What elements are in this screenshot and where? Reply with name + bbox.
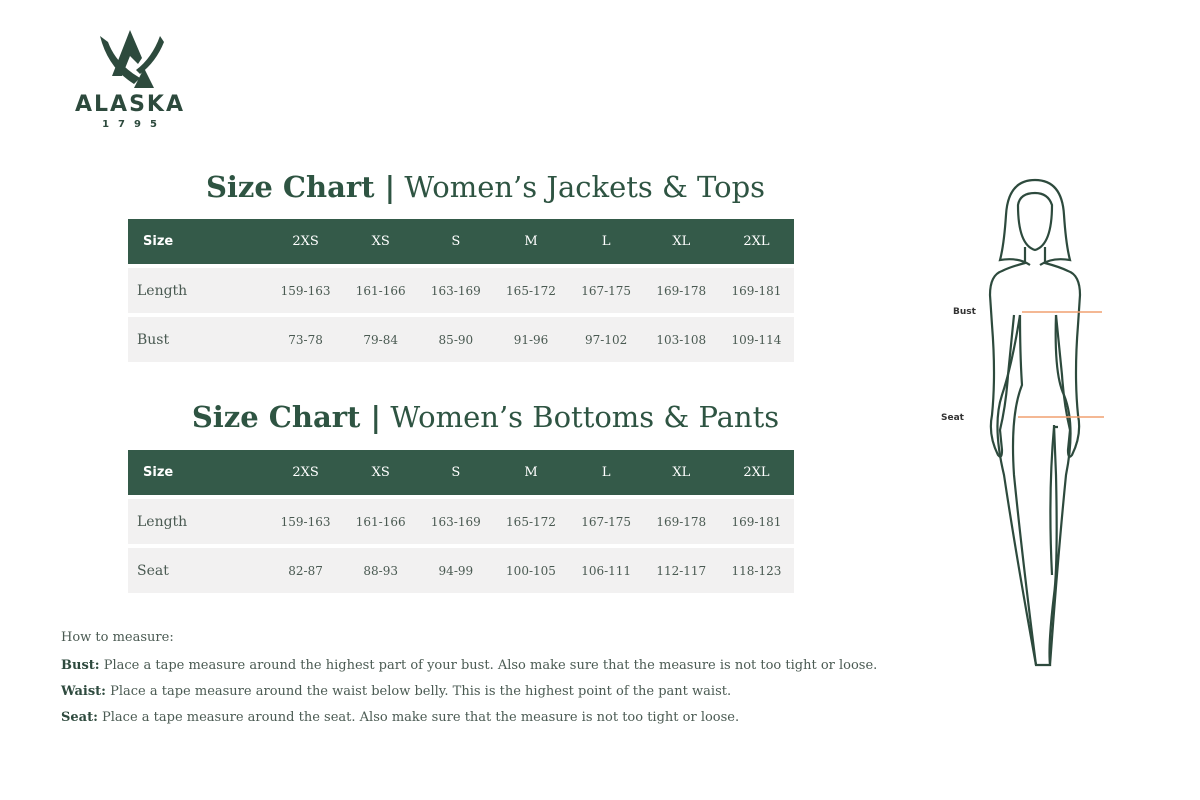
jackets-title: Size Chart | Women’s Jackets & Tops [205,170,766,204]
table-cell: 167-175 [568,268,644,313]
table-cell: 169-178 [643,499,719,544]
table-cell: 161-166 [343,499,419,544]
table-cell: Size [128,219,268,264]
table-cell: 109-114 [718,317,794,362]
table-cell: 97-102 [568,317,644,362]
table-cell: 169-178 [643,268,719,313]
table-cell: XL [643,450,719,495]
table-cell: Seat [128,548,268,593]
table-cell: Size [128,450,268,495]
table-cell: 73-78 [268,317,344,362]
table-row: Bust 73-78 79-84 85-90 91-96 97-102 103-108 109… [128,317,794,362]
table-cell: XS [343,219,419,264]
alaska-logo: ALASKA 1795 [70,28,190,130]
table-cell: 163-169 [418,268,494,313]
table-row: Length 159-163 161-166 163-169 165-172 167-17… [128,268,794,313]
how-to-measure: How to measure: Bust: Place a tape measu… [61,630,877,736]
table-cell: L [568,219,644,264]
bottoms-title: Size Chart | Women’s Bottoms & Pants [191,400,780,434]
table-cell: XL [643,219,719,264]
bottoms-size-table: Size 2XS XS S M L XL 2XL Length 159-163 161-166 16… [128,446,794,597]
waist-instruction: Waist: Place a tape measure around the w… [61,684,732,699]
table-cell: 169-181 [718,499,794,544]
table-cell: 2XL [718,219,794,264]
table-cell: S [418,450,494,495]
table-cell: 103-108 [643,317,719,362]
table-cell: 163-169 [418,499,494,544]
bust-instruction: Bust: Place a tape measure around the hi… [61,658,878,673]
how-heading: How to measure: [61,630,174,645]
table-cell: 165-172 [493,499,569,544]
table-cell: 2XS [268,219,344,264]
table-cell: Length [128,499,268,544]
table-cell: 2XL [718,450,794,495]
table-cell: 82-87 [268,548,344,593]
seat-label: Seat [941,413,964,423]
table-cell: L [568,450,644,495]
table-cell: 165-172 [493,268,569,313]
table-cell: XS [343,450,419,495]
table-cell: 159-163 [268,499,344,544]
seat-instruction: Seat: Place a tape measure around the se… [61,710,740,725]
table-row: Length 159-163 161-166 163-169 165-172 167-17… [128,499,794,544]
table-header-row: Size 2XS XS S M L XL 2XL [128,450,794,495]
table-cell: 169-181 [718,268,794,313]
table-cell: 159-163 [268,268,344,313]
bust-label: Bust [953,307,976,317]
table-cell: M [493,219,569,264]
table-cell: 94-99 [418,548,494,593]
table-cell: S [418,219,494,264]
table-cell: 100-105 [493,548,569,593]
table-cell: 79-84 [343,317,419,362]
jackets-size-table: Size 2XS XS S M L XL 2XL Length 159-163 161-166 16… [128,215,794,366]
table-cell: 161-166 [343,268,419,313]
table-cell: 118-123 [718,548,794,593]
table-cell: 2XS [268,450,344,495]
table-cell: 106-111 [568,548,644,593]
table-cell: 85-90 [418,317,494,362]
table-cell: 91-96 [493,317,569,362]
table-row: Seat 82-87 88-93 94-99 100-105 106-111 112-117… [128,548,794,593]
table-header-row: Size 2XS XS S M L XL 2XL [128,219,794,264]
logo-wordmark: ALASKA [75,92,185,117]
table-cell: M [493,450,569,495]
antler-mountain-icon [100,30,164,88]
table-cell: 112-117 [643,548,719,593]
logo-year: 1795 [102,119,166,130]
table-cell: Length [128,268,268,313]
table-cell: 167-175 [568,499,644,544]
body-figure-icon [988,178,1104,667]
table-cell: 88-93 [343,548,419,593]
table-cell: Bust [128,317,268,362]
